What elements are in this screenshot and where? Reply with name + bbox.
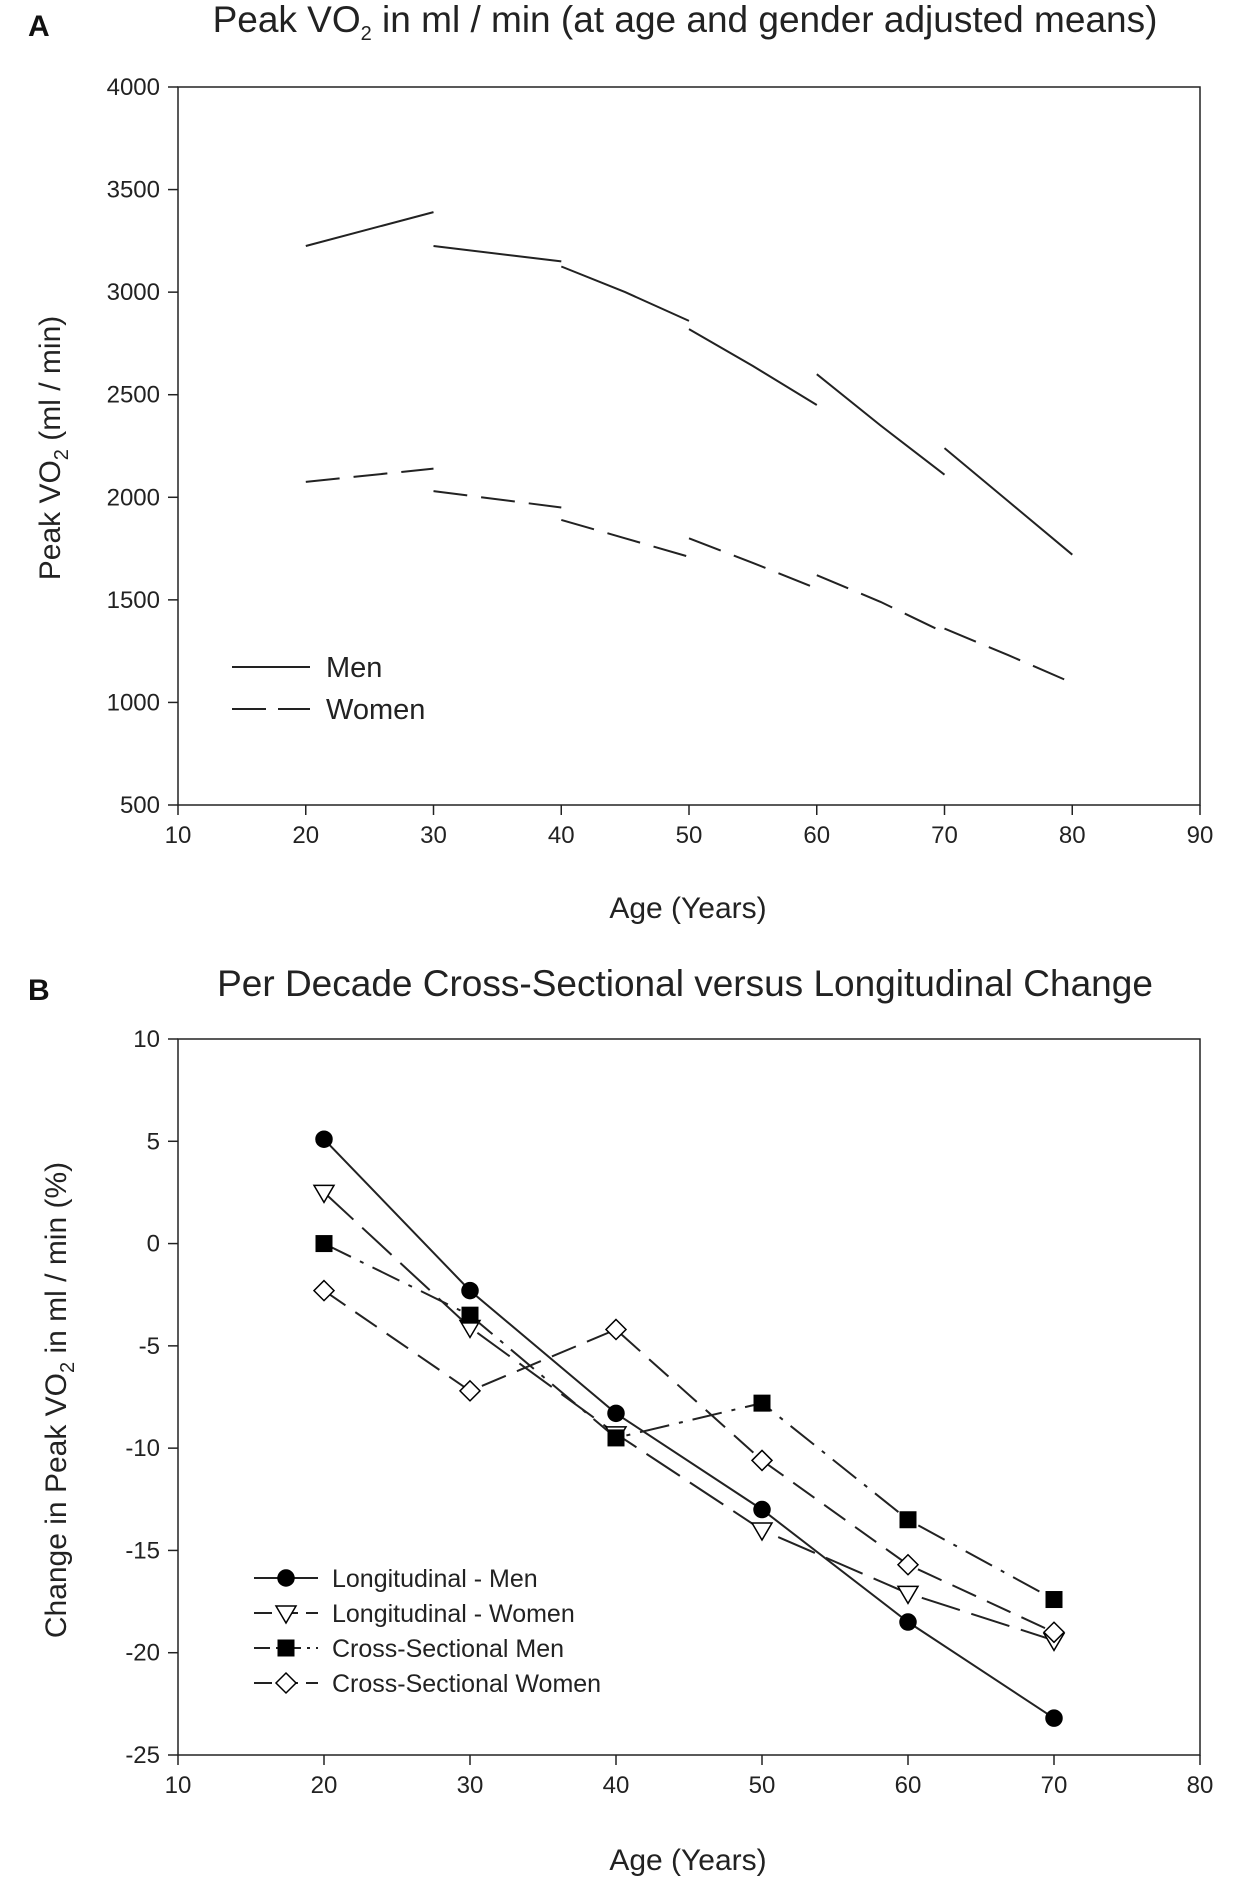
women-line-segment bbox=[944, 627, 1073, 684]
legend-label-cross-sectional-women: Cross-Sectional Women bbox=[332, 1670, 601, 1698]
y-tick-label: 3000 bbox=[107, 279, 160, 306]
women-line-segment bbox=[816, 574, 945, 634]
men-line-segment bbox=[816, 373, 946, 476]
y-tick-label: 0 bbox=[147, 1231, 160, 1258]
panel-b-xlabel: Age (Years) bbox=[609, 1844, 766, 1877]
longitudinal-women-point bbox=[896, 1585, 920, 1605]
y-tick-label: 10 bbox=[133, 1026, 160, 1053]
cross-sectional-men-point bbox=[461, 1306, 479, 1324]
legend-label-cross-sectional-men: Cross-Sectional Men bbox=[332, 1635, 564, 1663]
legend-label-longitudinal-men: Longitudinal - Men bbox=[332, 1565, 538, 1593]
cross-sectional-women-point bbox=[458, 1379, 482, 1402]
cross-sectional-women-point bbox=[1042, 1621, 1066, 1644]
y-tick-label: 5 bbox=[147, 1128, 160, 1155]
cross-sectional-men-line bbox=[323, 1242, 1055, 1601]
panel-b-title: Per Decade Cross-Sectional versus Longit… bbox=[217, 963, 1153, 1004]
legend-label-men: Men bbox=[326, 652, 382, 684]
panel-a-plot: 10 20 30 40 50 60 70 80 90 500 1000 1500 2000 2500 300… bbox=[107, 74, 1214, 849]
x-tick-label: 60 bbox=[895, 1772, 922, 1799]
x-tick-label: 60 bbox=[803, 822, 830, 849]
x-tick-label: 40 bbox=[603, 1772, 630, 1799]
cross-sectional-men-point bbox=[315, 1235, 333, 1253]
y-tick-label: -5 bbox=[139, 1333, 160, 1360]
panel-a-ylabel: Peak VO2 (ml / min) bbox=[34, 316, 73, 581]
women-line-segment bbox=[433, 490, 562, 509]
longitudinal-women-line bbox=[323, 1191, 1055, 1642]
x-tick-label: 80 bbox=[1187, 1772, 1214, 1799]
y-tick-label: -20 bbox=[125, 1640, 160, 1667]
men-line-segment bbox=[305, 211, 434, 247]
longitudinal-men-point bbox=[315, 1130, 333, 1148]
panel-a-letter: A bbox=[28, 10, 50, 43]
cross-sectional-women-point bbox=[750, 1449, 774, 1472]
legend-label-longitudinal-women: Longitudinal - Women bbox=[332, 1600, 575, 1628]
longitudinal-men-point bbox=[1045, 1709, 1063, 1727]
x-tick-label: 70 bbox=[931, 822, 958, 849]
x-tick-label: 10 bbox=[165, 1772, 192, 1799]
longitudinal-men-point bbox=[607, 1404, 625, 1423]
women-line-segment bbox=[688, 537, 818, 590]
longitudinal-men-point bbox=[753, 1500, 771, 1519]
men-line-segment bbox=[943, 447, 1073, 556]
longitudinal-men-point bbox=[461, 1281, 479, 1300]
panel-b-plot: 10 20 30 40 50 60 70 80 -25 -20 -15 -10 -5 0 5 10 Longit… bbox=[125, 1026, 1213, 1799]
y-tick-label: 2500 bbox=[107, 382, 160, 409]
men-line-segment bbox=[433, 245, 562, 263]
x-tick-label: 10 bbox=[165, 822, 192, 849]
y-tick-label: 2000 bbox=[107, 484, 160, 511]
x-tick-label: 30 bbox=[420, 822, 447, 849]
cross-sectional-women-line bbox=[323, 1289, 1055, 1634]
x-tick-label: 20 bbox=[311, 1772, 338, 1799]
cross-sectional-women-point bbox=[896, 1553, 920, 1576]
women-line-segment bbox=[305, 467, 434, 483]
x-tick-label: 20 bbox=[292, 822, 319, 849]
cross-sectional-men-point bbox=[899, 1511, 917, 1529]
y-tick-label: -10 bbox=[125, 1435, 160, 1462]
x-tick-label: 40 bbox=[548, 822, 575, 849]
longitudinal-men-point bbox=[899, 1613, 917, 1631]
men-line-segment bbox=[560, 265, 690, 322]
panel-b-letter: B bbox=[28, 974, 50, 1007]
panel-b-ylabel: Change in Peak VO2 in ml / min (%) bbox=[40, 1162, 79, 1638]
x-tick-label: 50 bbox=[676, 822, 703, 849]
y-tick-label: 3500 bbox=[107, 177, 160, 204]
y-tick-label: 500 bbox=[120, 792, 160, 819]
x-tick-label: 90 bbox=[1187, 822, 1214, 849]
men-line-segment bbox=[688, 328, 818, 406]
x-tick-label: 50 bbox=[749, 1772, 776, 1799]
panel-a-xlabel: Age (Years) bbox=[609, 892, 766, 925]
women-line-segment bbox=[561, 518, 690, 558]
x-tick-label: 80 bbox=[1059, 822, 1086, 849]
y-tick-label: 1500 bbox=[107, 587, 160, 614]
panel-a-title: Peak VO2 in ml / min (at age and gender … bbox=[213, 0, 1158, 45]
longitudinal-women-point bbox=[750, 1522, 774, 1542]
legend-marker-longitudinal-women bbox=[274, 1605, 298, 1625]
legend-marker-longitudinal-men bbox=[277, 1569, 295, 1587]
longitudinal-women-point bbox=[312, 1184, 336, 1204]
plot-frame bbox=[177, 1038, 1201, 1756]
cross-sectional-women-point bbox=[312, 1279, 336, 1302]
y-tick-label: 4000 bbox=[107, 74, 160, 101]
y-tick-label: -25 bbox=[125, 1742, 160, 1769]
y-tick-label: 1000 bbox=[107, 689, 160, 716]
cross-sectional-men-point bbox=[1045, 1591, 1063, 1609]
x-tick-label: 30 bbox=[457, 1772, 484, 1799]
cross-sectional-men-point bbox=[607, 1429, 625, 1447]
x-tick-label: 70 bbox=[1041, 1772, 1068, 1799]
legend-marker-cross-sectional-women bbox=[274, 1671, 298, 1695]
legend-marker-cross-sectional-men bbox=[277, 1639, 295, 1657]
cross-sectional-women-point bbox=[604, 1318, 628, 1341]
y-tick-label: -15 bbox=[125, 1537, 160, 1564]
cross-sectional-men-point bbox=[753, 1394, 771, 1412]
legend-label-women: Women bbox=[326, 694, 425, 726]
longitudinal-men-line bbox=[323, 1138, 1055, 1720]
